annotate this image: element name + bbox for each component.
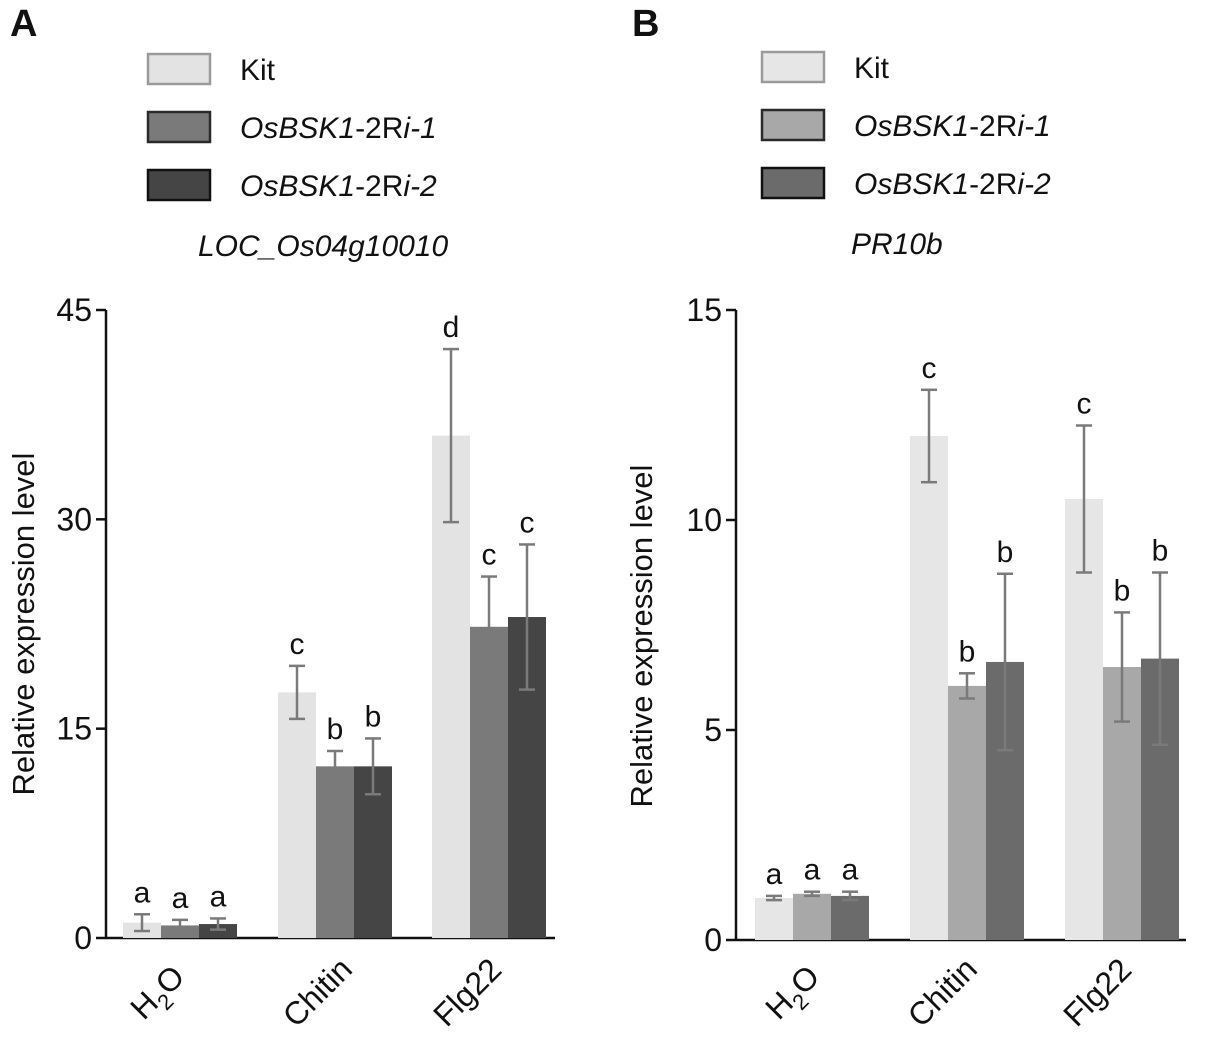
significance-letter-h2o-osbsk1-2ri-2: a — [210, 880, 227, 913]
legend-label-line-part: i-2 — [1017, 168, 1051, 201]
legend-label-kit: Kit — [854, 52, 890, 85]
legend-label-construct-part: -2R — [969, 110, 1017, 143]
legend-label-osbsk1-2ri-1: OsBSK1-2Ri-1 — [854, 110, 1051, 143]
y-axis-label: Relative expression level — [624, 465, 659, 808]
panel-letter-a: A — [10, 3, 37, 45]
y-tick-label: 5 — [704, 712, 722, 748]
bar-h2o-kit — [755, 898, 793, 940]
bar-h2o-osbsk1-2ri-2 — [199, 924, 237, 938]
bar-chitin-osbsk1-2ri-1 — [316, 766, 354, 938]
significance-letter-h2o-osbsk1-2ri-1: a — [804, 854, 821, 887]
legend-swatch-osbsk1-2ri-1 — [760, 108, 826, 142]
chart-title-a: LOC_Os04g10010 — [198, 230, 448, 263]
legend-swatch-osbsk1-2ri-2 — [760, 166, 826, 200]
x-category-label-chitin: Chitin — [901, 951, 984, 1034]
x-category-label-h2o: H2O — [758, 958, 831, 1031]
legend-label-gene-part: OsBSK1 — [854, 110, 969, 143]
legend-swatch-kit — [760, 50, 826, 84]
y-tick-label: 15 — [686, 292, 722, 328]
significance-letter-flg22-kit: c — [1077, 388, 1092, 421]
y-tick-label: 45 — [56, 292, 92, 328]
significance-letter-h2o-osbsk1-2ri-1: a — [172, 882, 189, 915]
bar-h2o-osbsk1-2ri-1 — [793, 893, 831, 940]
y-tick-label: 30 — [56, 501, 92, 537]
legend-label-gene-part: OsBSK1 — [854, 168, 969, 201]
x-category-label-flg22: Flg22 — [1056, 951, 1138, 1033]
significance-letter-h2o-osbsk1-2ri-2: a — [842, 854, 859, 887]
panel-letter-b: B — [632, 3, 659, 45]
legend-swatch-kit — [146, 52, 212, 86]
legend-label-line-part: i-1 — [403, 112, 436, 145]
legend-label-gene-part: OsBSK1 — [240, 170, 355, 203]
x-category-label-flg22: Flg22 — [426, 951, 508, 1033]
legend-label-line-part: i-2 — [403, 170, 437, 203]
legend-label-construct-part: -2R — [969, 168, 1017, 201]
significance-letter-flg22-osbsk1-2ri-2: c — [520, 506, 535, 539]
bar-chitin-osbsk1-2ri-1 — [948, 685, 986, 940]
y-tick-label: 10 — [686, 502, 722, 538]
significance-letter-flg22-osbsk1-2ri-1: c — [482, 539, 497, 572]
x-category-label-h2o: H2O — [123, 958, 196, 1031]
x-category-label-chitin: Chitin — [276, 951, 359, 1034]
significance-letter-chitin-osbsk1-2ri-1: b — [959, 635, 976, 668]
legend-swatch-osbsk1-2ri-2 — [146, 168, 212, 202]
significance-letter-flg22-kit: d — [443, 311, 460, 344]
legend-label-osbsk1-2ri-2: OsBSK1-2Ri-2 — [240, 170, 437, 203]
y-tick-label: 0 — [704, 922, 722, 958]
legend-swatch-osbsk1-2ri-1 — [146, 110, 212, 144]
legend-label-construct-part: -2R — [355, 112, 403, 145]
legend-label-kit: Kit — [240, 54, 276, 87]
significance-letter-chitin-osbsk1-2ri-2: b — [997, 536, 1014, 569]
significance-letter-chitin-osbsk1-2ri-2: b — [365, 700, 382, 733]
y-tick-label: 0 — [74, 920, 92, 956]
significance-letter-h2o-kit: a — [134, 876, 151, 909]
y-tick-label: 15 — [56, 711, 92, 747]
bar-chitin-kit — [910, 436, 948, 940]
y-axis-label: Relative expression level — [6, 453, 41, 796]
legend-label-gene-part: OsBSK1 — [240, 112, 355, 145]
legend-label-construct-part: -2R — [355, 170, 403, 203]
significance-letter-chitin-kit: c — [922, 352, 937, 385]
legend-label-osbsk1-2ri-1: OsBSK1-2Ri-1 — [240, 112, 437, 145]
bar-h2o-osbsk1-2ri-2 — [831, 895, 869, 940]
bar-chitin-kit — [278, 692, 316, 938]
legend-label-line-part: i-1 — [1017, 110, 1050, 143]
significance-letter-chitin-kit: c — [290, 628, 305, 661]
significance-letter-flg22-osbsk1-2ri-1: b — [1114, 574, 1131, 607]
legend-label-osbsk1-2ri-2: OsBSK1-2Ri-2 — [854, 168, 1051, 201]
significance-letter-chitin-osbsk1-2ri-1: b — [327, 713, 344, 746]
chart-title-b: PR10b — [851, 228, 943, 261]
significance-letter-flg22-osbsk1-2ri-2: b — [1152, 535, 1169, 568]
significance-letter-h2o-kit: a — [766, 858, 783, 891]
bar-flg22-osbsk1-2ri-1 — [470, 626, 508, 938]
